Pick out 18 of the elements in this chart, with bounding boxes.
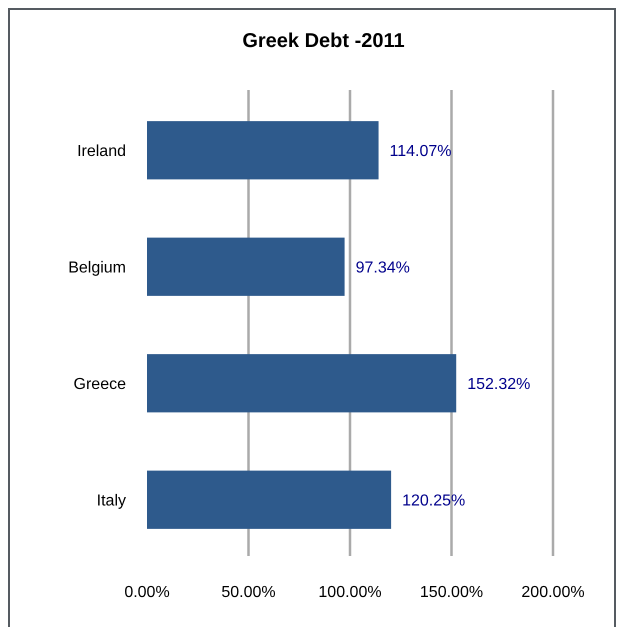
x-tick-label: 150.00% [420, 584, 484, 601]
x-tick-label: 100.00% [318, 584, 382, 601]
x-tick-label: 50.00% [221, 584, 276, 601]
data-label: 97.34% [356, 259, 410, 276]
y-tick-label: Belgium [68, 259, 126, 276]
x-tick-label: 200.00% [521, 584, 585, 601]
data-label: 114.07% [390, 142, 452, 160]
x-tick-label: 0.00% [124, 584, 170, 601]
y-tick-label: Italy [96, 492, 126, 510]
bar [147, 470, 392, 529]
chart-title: Greek Debt -2011 [242, 30, 405, 52]
bar [147, 354, 456, 412]
data-label: 120.25% [402, 492, 466, 510]
bar [147, 238, 345, 296]
y-tick-label: Ireland [77, 142, 126, 160]
y-tick-label: Greece [74, 376, 126, 393]
bar [147, 121, 379, 180]
data-label: 152.32% [467, 376, 530, 393]
